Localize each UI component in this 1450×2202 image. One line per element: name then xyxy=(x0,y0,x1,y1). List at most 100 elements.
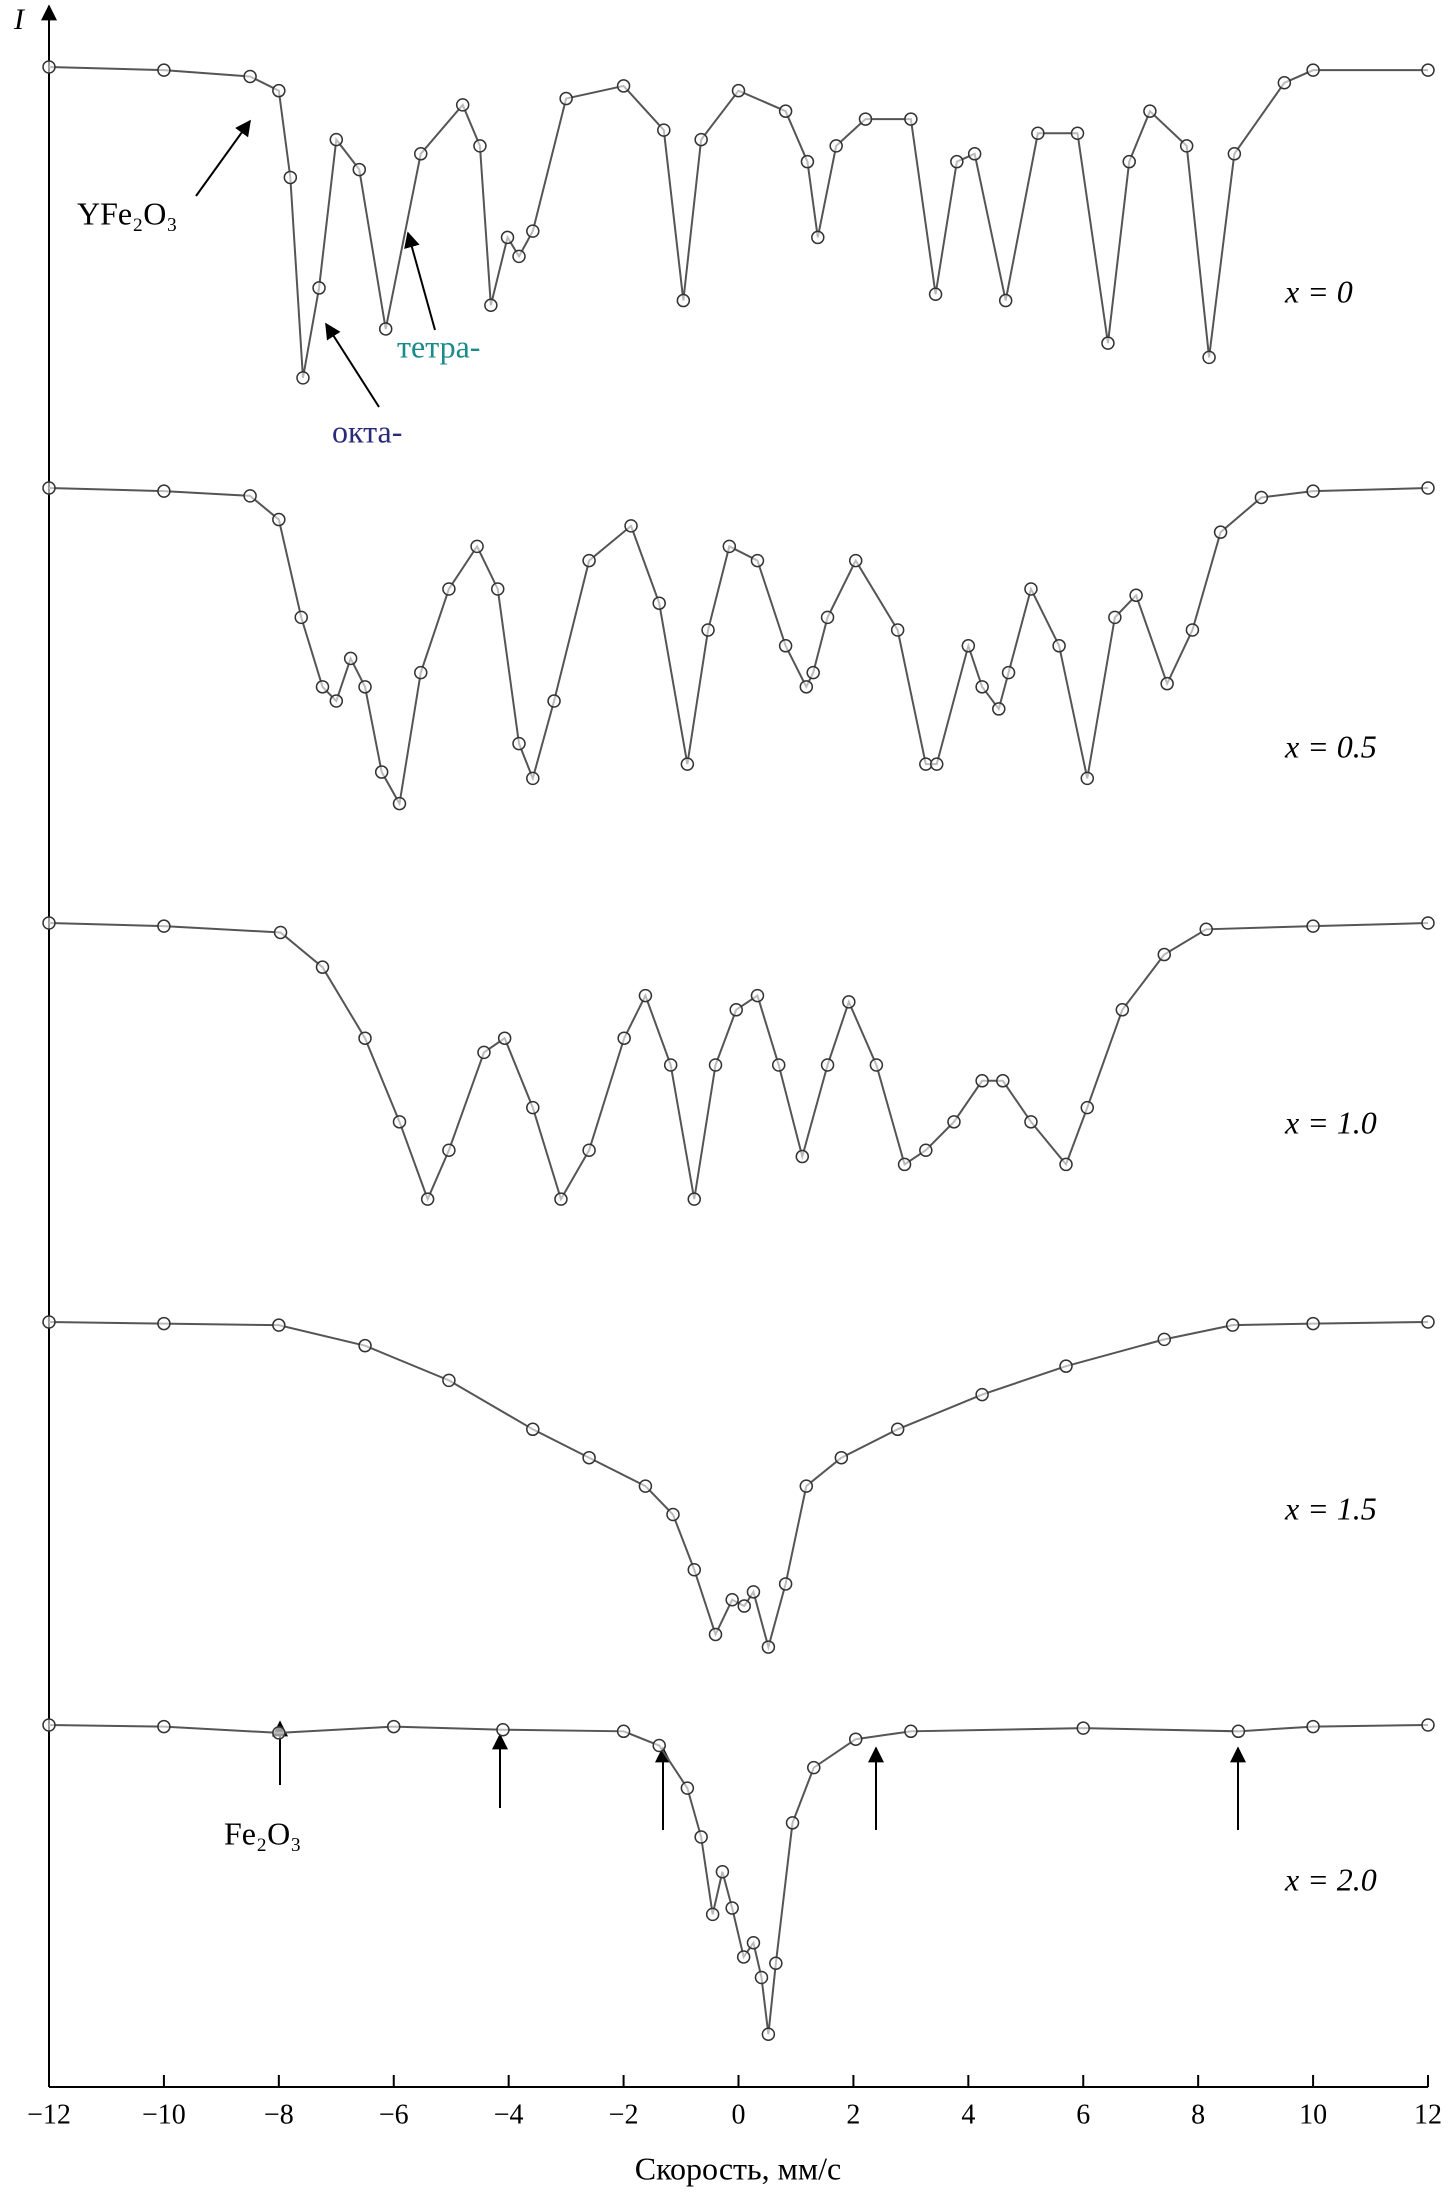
x-tick-label: −10 xyxy=(142,2099,186,2130)
data-point xyxy=(358,1338,372,1353)
data-point xyxy=(967,147,982,161)
data-point xyxy=(296,371,310,385)
data-point xyxy=(1306,1316,1320,1331)
data-point xyxy=(392,1115,407,1129)
data-point xyxy=(455,98,470,112)
data-point xyxy=(778,1577,793,1591)
data-point xyxy=(500,230,515,245)
data-point xyxy=(42,1315,56,1329)
data-point xyxy=(42,916,56,930)
annotation: YFe₂O₃ xyxy=(77,195,178,231)
data-point xyxy=(1421,481,1435,495)
data-point xyxy=(1059,1359,1073,1373)
data-point xyxy=(1101,336,1115,350)
data-point xyxy=(694,1830,708,1844)
data-point xyxy=(1213,525,1228,539)
data-point xyxy=(705,1907,720,1922)
data-point xyxy=(1024,1115,1038,1129)
data-point xyxy=(890,1422,905,1437)
data-point xyxy=(737,1599,751,1613)
data-point xyxy=(157,484,171,498)
data-point xyxy=(272,83,286,98)
data-point xyxy=(947,1115,961,1129)
data-point xyxy=(1277,76,1292,90)
data-point xyxy=(582,553,596,568)
data-point xyxy=(343,651,358,666)
data-point xyxy=(858,112,873,126)
data-point xyxy=(829,139,843,153)
data-point xyxy=(754,1970,769,1985)
data-point xyxy=(694,132,708,147)
data-point xyxy=(1254,490,1269,505)
spectrum xyxy=(42,481,1435,811)
data-point xyxy=(496,1722,510,1737)
data-point xyxy=(1225,1318,1240,1332)
arrow xyxy=(195,119,251,197)
data-point xyxy=(512,249,526,264)
data-point xyxy=(616,79,631,93)
data-point xyxy=(929,757,944,771)
data-point xyxy=(975,1074,989,1088)
data-point xyxy=(1306,919,1320,933)
data-point xyxy=(708,1058,723,1072)
data-point xyxy=(358,680,372,694)
data-point xyxy=(800,154,815,169)
spectrum-label: x = 0 xyxy=(1284,273,1353,309)
data-point xyxy=(42,60,56,74)
data-point xyxy=(374,765,389,779)
data-point xyxy=(1031,126,1045,141)
data-point xyxy=(329,132,344,147)
data-point xyxy=(1080,771,1095,786)
data-point xyxy=(680,1781,695,1795)
data-point xyxy=(1157,1332,1172,1347)
data-point xyxy=(652,1738,666,1753)
data-point xyxy=(890,623,905,637)
data-point xyxy=(1076,1721,1090,1735)
data-point xyxy=(1306,484,1320,498)
data-point xyxy=(687,1562,702,1577)
data-point xyxy=(729,1003,743,1017)
data-point xyxy=(919,1143,933,1157)
data-point xyxy=(526,771,540,786)
data-point xyxy=(1231,1724,1246,1739)
data-point xyxy=(1421,1315,1435,1329)
data-point xyxy=(157,1316,171,1331)
x-tick-label: −2 xyxy=(609,2099,639,2130)
data-point xyxy=(442,1373,456,1388)
data-point xyxy=(283,170,298,185)
spectrum-label: x = 1.5 xyxy=(1284,1490,1377,1526)
data-point xyxy=(1160,676,1174,691)
data-point xyxy=(1306,63,1320,77)
data-point xyxy=(820,610,835,625)
spectrum xyxy=(42,916,1435,1206)
data-point xyxy=(1199,922,1213,937)
y-axis-label: I xyxy=(13,3,26,36)
fit-line xyxy=(48,66,1428,379)
spectrum-label: x = 2.0 xyxy=(1284,1861,1377,1897)
x-tick-label: 8 xyxy=(1191,2099,1205,2130)
data-point xyxy=(722,539,737,554)
data-point xyxy=(554,1192,568,1206)
data-point xyxy=(490,582,505,596)
arrow xyxy=(325,322,380,408)
data-point xyxy=(157,63,171,77)
data-point xyxy=(769,1956,783,1971)
data-point xyxy=(842,995,856,1009)
data-point xyxy=(477,1045,491,1060)
data-point xyxy=(294,610,308,625)
data-point xyxy=(992,702,1006,716)
data-point xyxy=(1024,582,1038,596)
data-point xyxy=(725,1592,739,1607)
data-point xyxy=(273,925,288,940)
spectrum-label: x = 1.0 xyxy=(1284,1104,1377,1140)
data-point xyxy=(1070,126,1085,141)
data-point xyxy=(1421,63,1435,77)
data-point xyxy=(473,139,487,153)
data-point xyxy=(708,1627,723,1642)
data-point xyxy=(1115,1003,1130,1017)
data-point xyxy=(975,1387,989,1402)
data-point xyxy=(676,293,691,308)
data-point xyxy=(559,91,573,106)
annotation-arrows xyxy=(195,119,1246,1830)
data-point xyxy=(663,1058,678,1072)
